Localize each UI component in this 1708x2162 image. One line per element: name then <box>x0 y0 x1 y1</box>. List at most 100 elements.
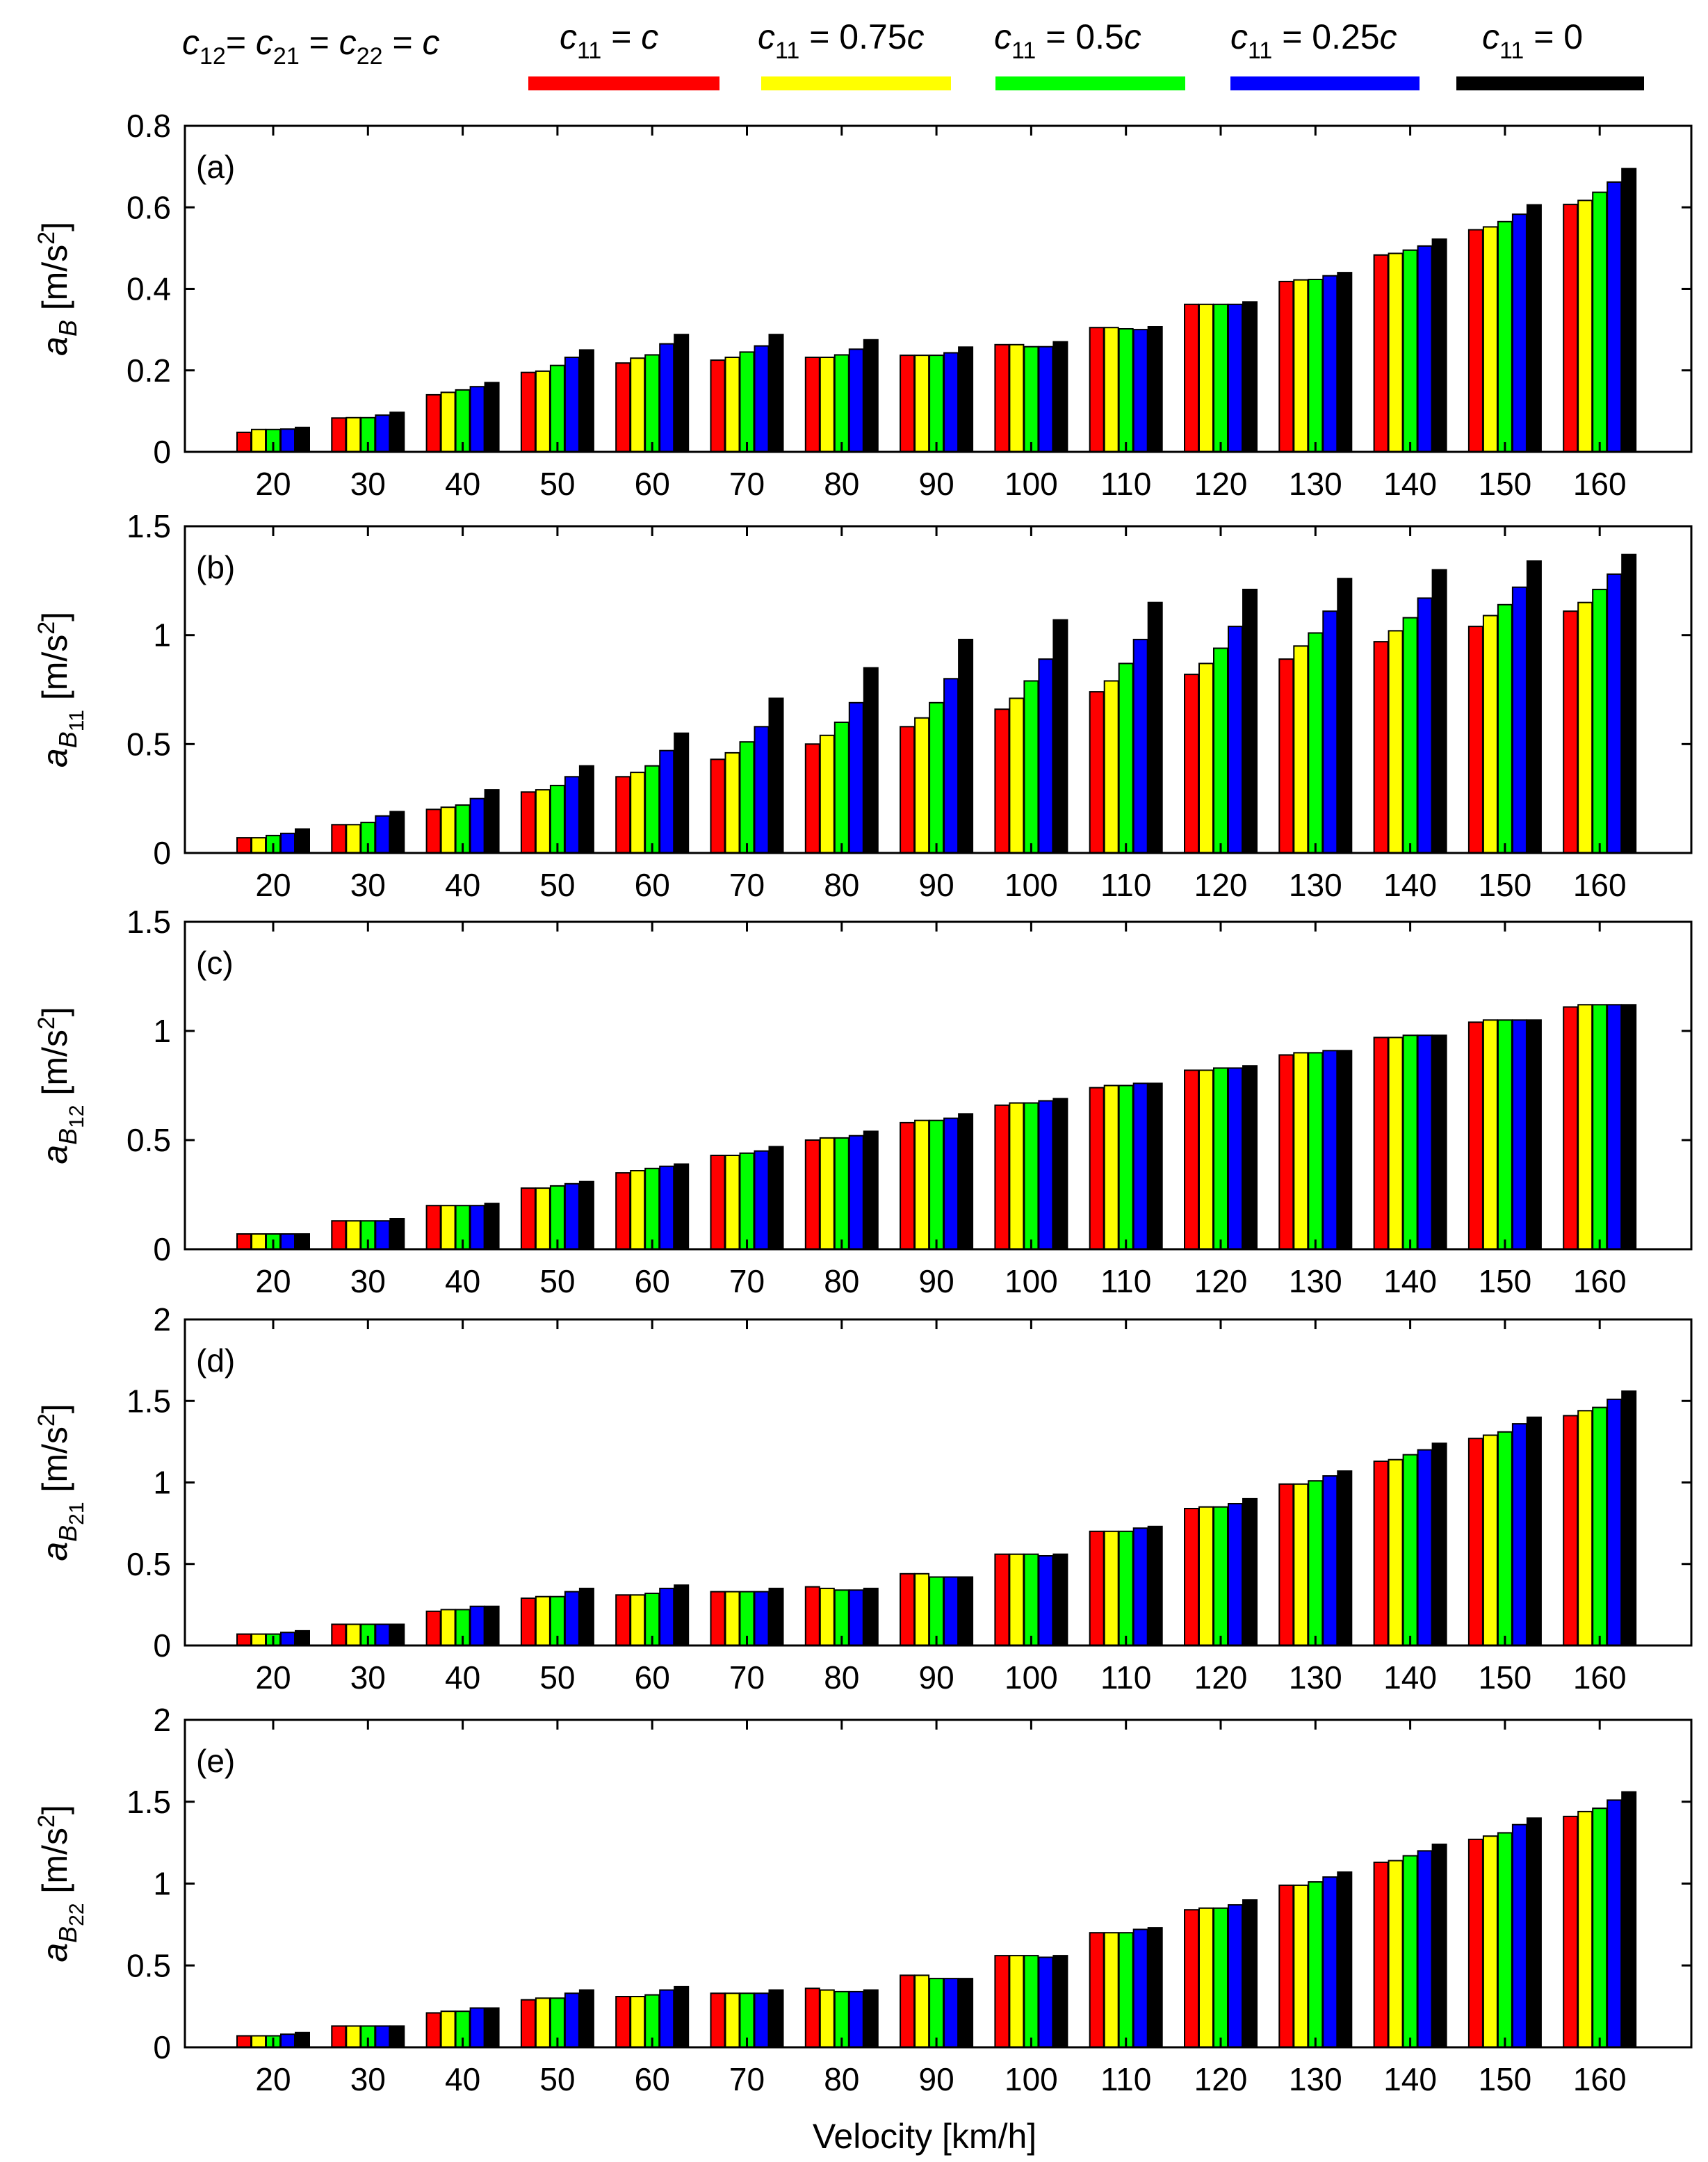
y-tick-label: 0 <box>153 2029 171 2065</box>
x-tick-label: 20 <box>255 867 291 903</box>
bar <box>520 371 536 453</box>
bar <box>754 726 770 854</box>
bar <box>280 428 295 453</box>
bar <box>1009 697 1025 854</box>
bar <box>943 1978 959 2049</box>
bar <box>520 1598 536 1646</box>
x-tick-label: 100 <box>1005 2061 1058 2097</box>
x-tick-label: 60 <box>635 2061 670 2097</box>
bar <box>549 364 565 453</box>
bar <box>1467 626 1483 854</box>
bar <box>1009 1102 1025 1250</box>
bar <box>900 1572 916 1647</box>
x-tick-label: 110 <box>1100 1263 1151 1299</box>
bar <box>1482 1835 1498 2048</box>
bar <box>710 758 726 854</box>
x-tick-label: 150 <box>1479 1263 1532 1299</box>
x-tick-label: 100 <box>1005 466 1058 502</box>
bar <box>295 1629 310 1646</box>
bar <box>724 751 740 854</box>
bar <box>236 837 252 854</box>
bar <box>804 1586 820 1647</box>
bar <box>1228 1067 1243 1251</box>
bar <box>1621 1390 1637 1646</box>
bar <box>900 1121 916 1251</box>
bar <box>535 1187 551 1250</box>
bar <box>1023 346 1039 453</box>
bar <box>900 1974 916 2048</box>
bar <box>1038 346 1054 453</box>
bar <box>440 1609 456 1646</box>
bar <box>630 357 646 453</box>
bar <box>863 1989 879 2049</box>
bar <box>804 1139 820 1250</box>
bar <box>1213 1907 1228 2049</box>
x-tick-label: 90 <box>919 2061 954 2097</box>
bar <box>535 1997 551 2049</box>
bar <box>425 1610 441 1647</box>
x-tick-label: 160 <box>1573 1659 1627 1696</box>
bar <box>1132 1928 1148 2048</box>
x-tick-label: 160 <box>1573 2061 1627 2097</box>
bar <box>345 1623 361 1646</box>
bar <box>768 1587 784 1646</box>
bar <box>674 1985 690 2048</box>
x-tick-label: 50 <box>539 466 575 502</box>
bar <box>1526 560 1542 854</box>
bar <box>1388 1860 1404 2048</box>
panel-a: 0 0.2 0.4 0.6 0.8 20 30 40 50 60 70 80 90 100 110 120 13… <box>33 108 1693 502</box>
bar <box>1023 1553 1039 1646</box>
bar <box>863 1130 879 1251</box>
bar <box>710 359 726 453</box>
legend-label: c11 = 0.75c <box>758 17 925 64</box>
x-tick-label: 120 <box>1194 1659 1248 1696</box>
bar <box>1607 1004 1622 1251</box>
bar <box>331 417 347 453</box>
bar <box>1322 275 1338 453</box>
bar <box>345 1220 361 1250</box>
bar <box>943 352 959 453</box>
bar <box>1118 663 1134 854</box>
panel-label: (d) <box>196 1342 235 1379</box>
bar <box>1337 578 1353 854</box>
bar <box>1322 1475 1338 1647</box>
bar <box>1103 680 1119 854</box>
bar <box>1089 1932 1105 2048</box>
bar <box>833 1137 849 1251</box>
bar <box>280 1632 295 1646</box>
bar <box>1563 204 1579 453</box>
bar <box>1402 617 1418 854</box>
bar <box>484 382 500 453</box>
bar <box>1402 1855 1418 2048</box>
bar <box>819 1137 835 1251</box>
bar <box>1052 1955 1068 2049</box>
legend-item: c11 = 0.25c <box>1230 17 1420 90</box>
bar <box>1118 1530 1134 1647</box>
bar <box>1417 1449 1433 1647</box>
bar <box>943 1117 959 1250</box>
bar <box>1388 1458 1404 1646</box>
bar <box>644 1167 660 1251</box>
bar <box>659 1989 675 2049</box>
bar <box>1213 647 1228 854</box>
bar <box>484 2007 500 2048</box>
x-tick-label: 40 <box>445 1659 480 1696</box>
bar <box>564 357 580 453</box>
bar <box>1308 279 1324 453</box>
bar <box>1337 1050 1353 1251</box>
bar <box>674 1163 690 1250</box>
bar <box>295 426 310 453</box>
bar <box>1563 1415 1579 1647</box>
bar <box>1607 1799 1622 2048</box>
bar <box>564 1992 580 2049</box>
bar <box>1184 1069 1199 1250</box>
bar <box>345 824 361 854</box>
bar <box>375 1220 391 1250</box>
x-tick-label: 100 <box>1005 1263 1058 1299</box>
bar <box>1009 1955 1025 2049</box>
bar <box>1621 168 1637 453</box>
x-tick-label: 130 <box>1289 2061 1342 2097</box>
bar <box>615 1996 631 2048</box>
bar <box>375 414 391 453</box>
bar <box>1431 1844 1447 2048</box>
